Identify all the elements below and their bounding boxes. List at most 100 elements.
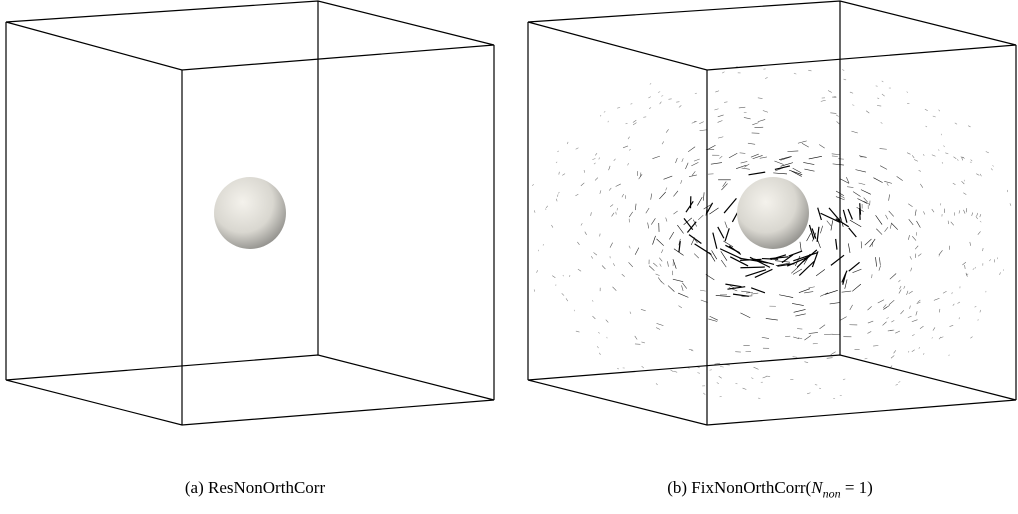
- arrow: [724, 198, 736, 213]
- arrow: [600, 115, 601, 116]
- arrow: [650, 83, 651, 84]
- arrow: [883, 322, 887, 326]
- arrow: [763, 376, 767, 378]
- arrow: [681, 285, 683, 291]
- arrow: [682, 158, 684, 162]
- arrow: [717, 383, 719, 384]
- arrow: [679, 105, 681, 107]
- arrow: [976, 216, 978, 219]
- arrow: [970, 337, 972, 339]
- arrow: [980, 174, 981, 176]
- arrow: [614, 159, 616, 161]
- page: (a) ResNonOrthCorr (b) FixNonOrthCorr(Nn…: [0, 0, 1018, 514]
- arrow: [820, 226, 822, 234]
- arrow: [613, 263, 614, 266]
- arrow: [719, 376, 722, 378]
- arrow: [942, 162, 943, 163]
- arrow: [532, 184, 533, 186]
- arrow: [852, 269, 861, 272]
- arrow: [599, 353, 600, 355]
- arrow: [950, 325, 954, 326]
- arrow: [866, 111, 869, 113]
- arrow: [789, 251, 802, 256]
- arrow: [689, 175, 697, 177]
- arrow: [733, 294, 749, 296]
- arrow: [692, 122, 696, 124]
- arrow: [657, 323, 664, 325]
- arrow: [602, 266, 605, 269]
- arrow: [604, 111, 605, 112]
- arrow: [718, 227, 724, 238]
- arrow: [897, 176, 903, 180]
- arrow: [976, 174, 979, 176]
- arrow: [598, 332, 600, 333]
- arrow: [802, 143, 809, 147]
- arrow: [951, 222, 954, 225]
- arrow: [685, 163, 688, 169]
- arrow: [923, 154, 924, 156]
- arrow: [699, 122, 703, 124]
- arrow: [882, 81, 884, 82]
- arrow: [804, 292, 813, 293]
- arrow: [962, 262, 966, 265]
- sphere-a: [214, 177, 286, 249]
- arrow: [649, 266, 654, 271]
- arrow: [899, 289, 901, 293]
- arrow: [600, 190, 601, 193]
- arrow: [961, 181, 964, 184]
- arrow: [697, 373, 699, 374]
- arrow: [879, 257, 880, 265]
- math-text: = 1): [841, 478, 873, 497]
- arrow: [933, 327, 935, 330]
- arrow: [867, 331, 871, 333]
- arrow: [884, 307, 887, 309]
- arrow: [629, 246, 630, 249]
- arrow: [692, 171, 695, 175]
- arrow: [852, 105, 854, 106]
- arrow: [694, 254, 699, 259]
- arrow: [740, 153, 746, 154]
- arrow: [889, 300, 894, 305]
- arrow: [576, 148, 579, 150]
- arrow: [963, 193, 966, 195]
- arrow: [877, 106, 881, 107]
- arrow: [989, 259, 991, 261]
- arrow: [820, 293, 828, 297]
- arrow: [651, 194, 652, 200]
- arrow: [808, 70, 811, 71]
- arrow: [832, 156, 838, 157]
- arrow: [939, 149, 940, 150]
- arrow: [595, 178, 598, 181]
- arrow: [837, 121, 840, 124]
- arrow: [821, 100, 826, 101]
- arrow: [868, 321, 873, 323]
- arrow: [622, 274, 625, 277]
- arrow: [890, 274, 896, 280]
- arrow: [763, 110, 768, 112]
- arrow: [791, 267, 798, 273]
- arrow: [957, 302, 959, 304]
- arrow: [656, 274, 660, 276]
- arrow: [659, 192, 665, 199]
- arrow: [592, 158, 595, 159]
- arrow: [617, 208, 618, 210]
- arrow: [635, 204, 636, 210]
- arrow: [926, 126, 927, 127]
- arrow: [896, 384, 898, 385]
- arrow: [559, 172, 560, 175]
- arrow: [581, 183, 584, 186]
- arrow: [592, 316, 595, 319]
- arrow: [591, 256, 593, 258]
- arrow: [658, 92, 660, 93]
- arrow: [916, 311, 917, 315]
- arrow: [695, 244, 712, 255]
- arrow: [904, 286, 905, 289]
- arrow: [715, 363, 721, 364]
- arrow: [980, 310, 981, 312]
- arrow: [923, 353, 924, 355]
- arrow: [609, 188, 611, 191]
- arrow: [595, 153, 597, 155]
- arrow: [668, 286, 674, 292]
- arrow: [890, 224, 891, 229]
- arrow: [977, 213, 978, 216]
